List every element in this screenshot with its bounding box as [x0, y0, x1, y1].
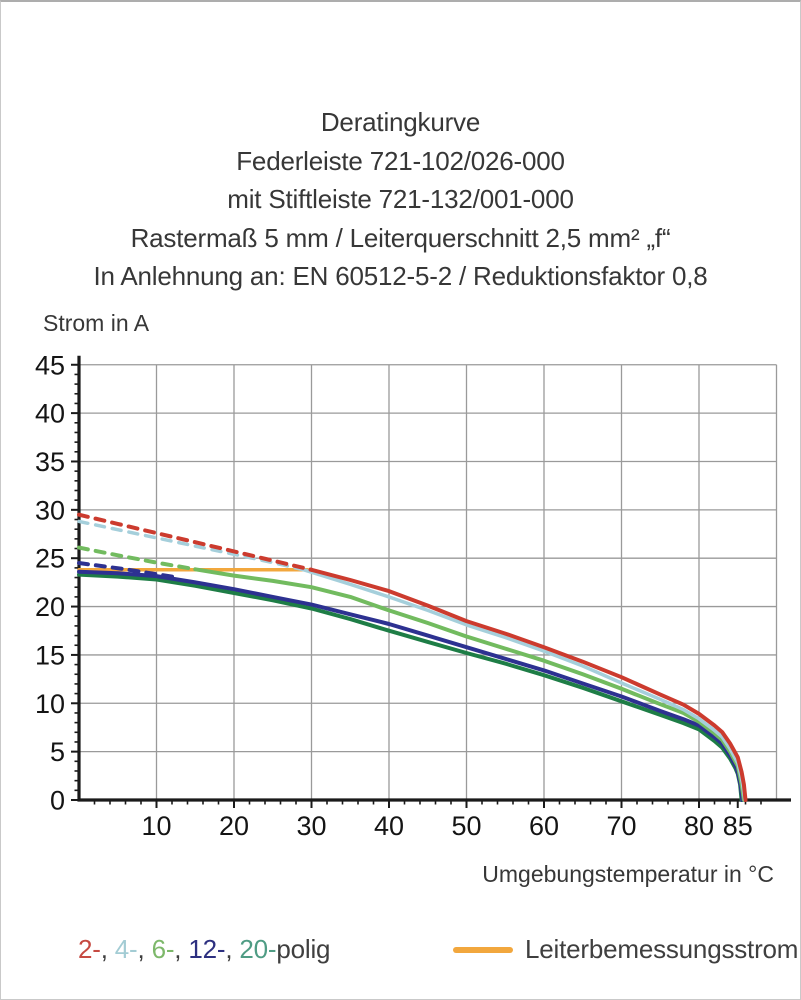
- svg-text:20: 20: [35, 592, 65, 622]
- legend-separator: ,: [225, 934, 240, 964]
- svg-text:10: 10: [35, 689, 65, 719]
- svg-text:35: 35: [35, 447, 65, 477]
- legend-pole-label: 6-: [151, 934, 175, 964]
- legend-pole-label: 12-: [188, 934, 226, 964]
- legend-separator: ,: [174, 934, 189, 964]
- legend-suffix: polig: [276, 934, 331, 964]
- svg-text:60: 60: [529, 811, 559, 841]
- axis-ticks: [71, 363, 762, 808]
- rated-current-label: Leiterbemessungsstrom: [525, 934, 799, 964]
- chart-title-line-1: Deratingkurve: [320, 107, 481, 137]
- svg-text:40: 40: [374, 811, 404, 841]
- rated-current-line-swatch: [453, 946, 513, 953]
- svg-text:85: 85: [723, 811, 753, 841]
- svg-text:70: 70: [606, 811, 636, 841]
- legend-pole-label: 20-: [239, 934, 277, 964]
- chart-title-line-4: Rastermaß 5 mm / Leiterquerschnitt 2,5 m…: [130, 222, 671, 253]
- axis-lines: [77, 355, 791, 802]
- legend-pole-label: 4-: [114, 934, 138, 964]
- legend-pole-label: 2-: [78, 934, 101, 964]
- curve-4-polig: [77, 519, 747, 802]
- svg-text:25: 25: [35, 544, 65, 574]
- svg-text:5: 5: [50, 737, 65, 767]
- curve-2-polig: [77, 512, 748, 802]
- curve-6-polig: [77, 545, 746, 802]
- svg-text:10: 10: [141, 811, 171, 841]
- svg-text:15: 15: [35, 640, 65, 670]
- legend-rated-current: Leiterbemessungsstrom: [453, 934, 798, 965]
- chart-title-line-2: Federleiste 721-102/026-000: [236, 145, 565, 176]
- svg-text:80: 80: [684, 811, 714, 841]
- svg-text:20: 20: [219, 811, 249, 841]
- svg-text:30: 30: [35, 495, 65, 525]
- chart-title-block: Deratingkurve Federleiste 721-102/026-00…: [1, 103, 800, 296]
- legend-separator: ,: [137, 934, 152, 964]
- legend-separator: ,: [100, 934, 115, 964]
- svg-text:0: 0: [50, 786, 65, 816]
- x-axis-title: Umgebungstemperatur in °C: [482, 861, 774, 887]
- svg-text:50: 50: [451, 811, 481, 841]
- svg-text:45: 45: [35, 350, 65, 380]
- y-tick-labels: 0 5 10 15 20 25 30 35 40 45: [35, 350, 65, 815]
- chart-title-line-5: In Anlehnung an: EN 60512-5-2 / Reduktio…: [93, 261, 708, 291]
- y-axis-title: Strom in A: [43, 310, 150, 336]
- chart-title-line-3: mit Stiftleiste 721-132/001-000: [227, 184, 574, 214]
- x-tick-labels: 10 20 30 40 50 60 70 80 85: [141, 811, 752, 841]
- svg-text:30: 30: [296, 811, 326, 841]
- legend-pole-group: 2-, 4-, 6-, 12-, 20-polig: [78, 934, 331, 965]
- svg-text:40: 40: [35, 399, 65, 429]
